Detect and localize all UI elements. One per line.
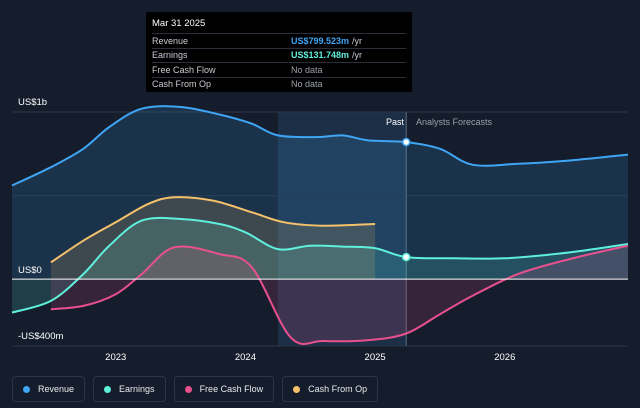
y-axis-zero-label: US$0 xyxy=(18,265,42,276)
x-tick-label: 2025 xyxy=(365,352,386,363)
tooltip-row-fcf: Free Cash Flow No data xyxy=(152,62,406,77)
legend-item-cash-from-op[interactable]: Cash From Op xyxy=(282,376,379,402)
series-area-earnings xyxy=(12,217,628,313)
y-axis-top-label: US$1b xyxy=(18,97,48,108)
series-area-free-cash-flow xyxy=(50,245,628,344)
forecast-label: Analysts Forecasts xyxy=(416,117,493,127)
series-line-earnings xyxy=(11,216,629,314)
tooltip-label: Earnings xyxy=(152,50,188,61)
legend-label: Revenue xyxy=(38,384,75,394)
marker-earnings xyxy=(401,252,411,262)
past-highlight-region xyxy=(277,112,407,346)
tooltip-label: Revenue xyxy=(152,35,189,46)
tooltip-row-revenue: Revenue US$799.523m /yr xyxy=(152,33,406,48)
series-line-cash-from-op xyxy=(50,196,376,264)
legend-dot-icon xyxy=(104,385,112,393)
tooltip-date: Mar 31 2025 xyxy=(152,18,206,29)
legend-label: Cash From Op xyxy=(308,384,368,394)
legend-dot-icon xyxy=(23,385,30,393)
series-line-free-cash-flow xyxy=(50,244,629,345)
tooltip-label: Cash From Op xyxy=(152,79,212,90)
tooltip-value: US$799.523m xyxy=(291,35,350,46)
legend-dot-icon xyxy=(293,385,301,393)
tooltip-row-cfo: Cash From Op No data xyxy=(152,76,406,92)
legend-label: Earnings xyxy=(119,384,155,394)
x-tick-label: 2026 xyxy=(494,352,515,363)
legend-item-earnings[interactable]: Earnings xyxy=(93,376,166,402)
x-tick-label: 2024 xyxy=(235,352,256,363)
tooltip-row-earnings: Earnings US$131.748m /yr xyxy=(152,47,406,63)
tooltip-value: US$131.748m xyxy=(291,50,350,61)
series-area-revenue xyxy=(12,106,628,280)
legend-item-free-cash-flow[interactable]: Free Cash Flow xyxy=(173,376,275,402)
tooltip-label: Free Cash Flow xyxy=(152,64,216,75)
legend-dot-icon xyxy=(184,385,192,393)
past-label: Past xyxy=(386,117,405,127)
y-axis-bottom-label: -US$400m xyxy=(18,331,64,342)
tooltip-value: No data xyxy=(291,79,323,90)
legend-label: Free Cash Flow xyxy=(199,384,264,394)
tooltip-unit: /yr xyxy=(352,35,363,46)
series-area-cash-from-op xyxy=(50,197,376,280)
data-tooltip: Mar 31 2025 Revenue US$799.523m /yr Earn… xyxy=(146,12,412,92)
x-tick-label: 2023 xyxy=(105,352,126,363)
tooltip-unit: /yr xyxy=(352,50,363,61)
marker-revenue xyxy=(401,137,411,147)
series-line-revenue xyxy=(11,105,629,187)
legend-item-revenue[interactable]: Revenue xyxy=(12,376,86,402)
tooltip-value: No data xyxy=(291,64,323,75)
chart-legend: Revenue Earnings Free Cash Flow Cash Fro… xyxy=(12,376,379,402)
